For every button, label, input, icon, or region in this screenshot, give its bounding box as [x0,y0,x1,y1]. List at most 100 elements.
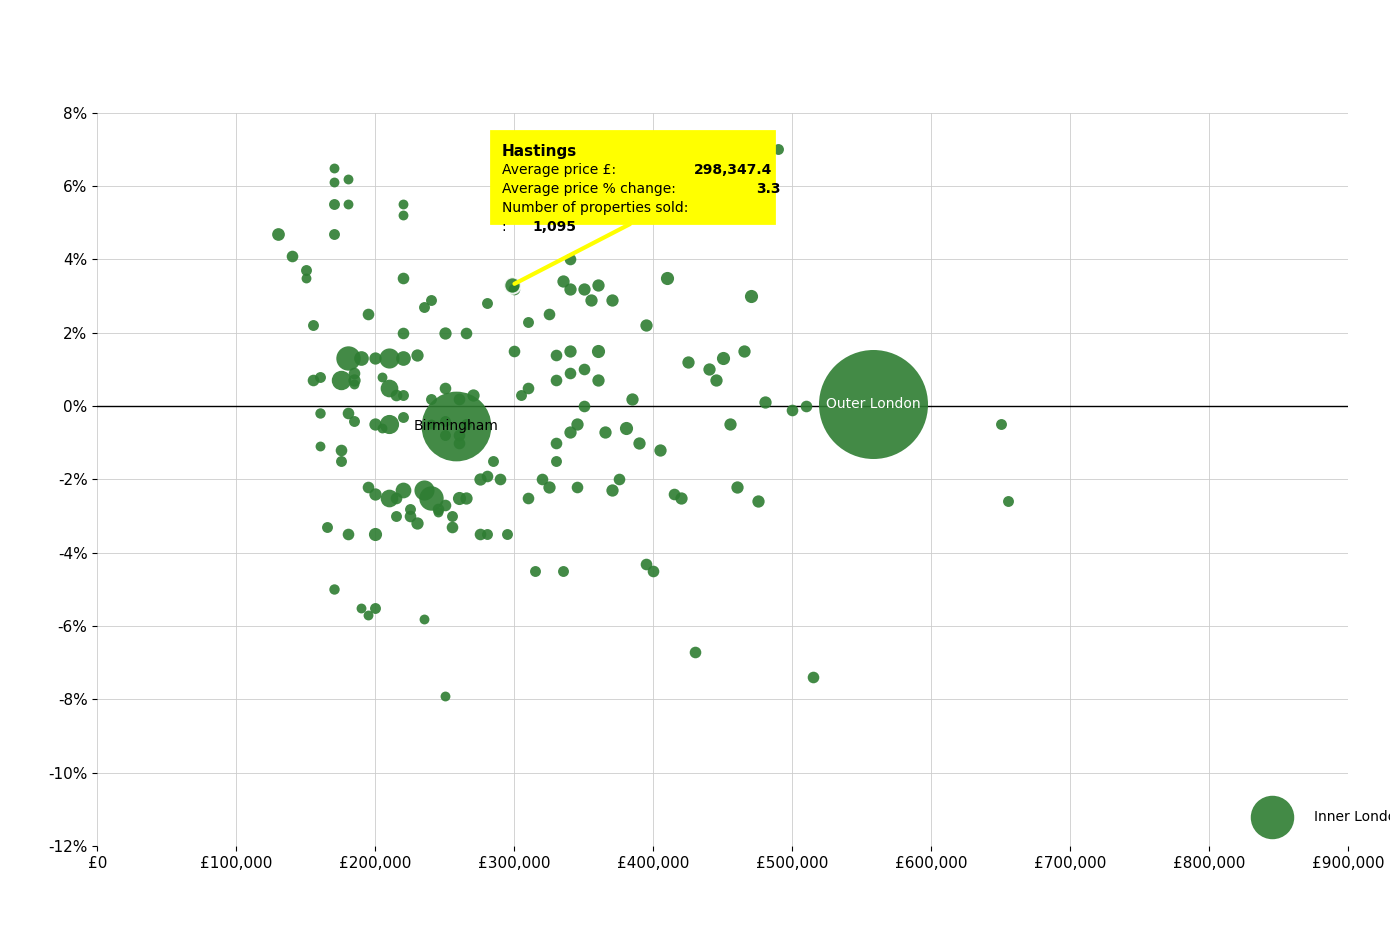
Point [475,468,498,483]
Point [434,380,456,395]
Text: Average price £:: Average price £: [502,163,624,177]
Point [517,314,539,329]
Point [719,417,741,432]
Point [281,248,303,263]
Point [448,428,470,443]
Point [503,343,525,358]
Point [997,494,1019,509]
Point [587,373,609,388]
Point [600,483,623,498]
Point [1261,809,1283,824]
Point [434,414,456,429]
Point [607,472,630,487]
Point [267,227,289,242]
Point [392,410,414,425]
Point [684,644,706,659]
Point [448,435,470,450]
Point [392,387,414,402]
Point [594,424,616,439]
Point [517,380,539,395]
Point [642,563,664,578]
Point [475,526,498,541]
Point [573,399,595,414]
Point [336,171,359,186]
Point [628,435,651,450]
Point [350,351,373,366]
Point [364,417,386,432]
Point [378,490,400,505]
Point [635,318,657,333]
Point [392,271,414,286]
Text: Average price % change:: Average price % change: [502,182,684,196]
Point [329,443,352,458]
Point [587,277,609,292]
Point [309,406,331,421]
Text: Outer London: Outer London [826,398,920,411]
Point [538,306,560,321]
Point [364,600,386,615]
Point [726,479,748,494]
Point [524,563,546,578]
Point [448,391,470,406]
Point [781,402,803,417]
Point [587,343,609,358]
Point [322,196,345,212]
Point [385,387,407,402]
Point [434,688,456,703]
Point [475,296,498,311]
Text: 298,347.4: 298,347.4 [694,163,771,177]
Point [392,351,414,366]
Point [566,417,588,432]
Text: Inner London: Inner London [1314,809,1390,823]
Point [580,292,602,307]
Point [698,362,720,377]
Point [343,366,366,381]
Point [545,435,567,450]
Point [545,347,567,362]
Point [406,347,428,362]
Point [503,281,525,296]
Point [427,505,449,520]
Point [649,443,671,458]
Point [399,501,421,516]
Point [552,563,574,578]
Point [378,351,400,366]
Point [316,520,338,535]
Point [350,600,373,615]
Point [343,373,366,388]
Point [343,414,366,429]
Point [455,490,477,505]
Point [753,395,776,410]
Point [455,325,477,340]
Point [336,351,359,366]
Point [545,453,567,468]
Point [448,490,470,505]
Point [420,417,442,432]
Point [378,380,400,395]
Point [420,490,442,505]
Point [329,453,352,468]
Point [413,300,435,315]
Point [482,453,505,468]
Text: 1,095: 1,095 [532,220,577,234]
Point [559,343,581,358]
Point [445,418,467,433]
Point [795,399,817,414]
Point [733,343,755,358]
Point [427,501,449,516]
Point [559,252,581,267]
Point [510,387,532,402]
Point [559,424,581,439]
Point [489,472,512,487]
Point [531,472,553,487]
Text: 3.3: 3.3 [756,182,781,196]
Point [392,208,414,223]
Point [336,526,359,541]
Point [614,420,637,435]
Point [566,479,588,494]
Text: :: : [502,220,516,234]
Point [357,306,379,321]
Point [322,227,345,242]
Point [500,277,523,292]
Point [802,670,824,685]
